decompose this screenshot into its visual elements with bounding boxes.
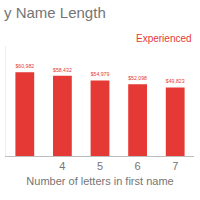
svg-text:Number of letters in first nam: Number of letters in first name	[26, 175, 173, 187]
svg-text:6: 6	[135, 160, 141, 172]
svg-text:y Name Length: y Name Length	[4, 4, 106, 21]
svg-text:$52,098: $52,098	[128, 75, 147, 81]
svg-text:$58,432: $58,432	[53, 67, 72, 73]
svg-text:$54,979: $54,979	[91, 71, 110, 77]
svg-text:4: 4	[59, 160, 65, 172]
svg-text:$49,823: $49,823	[166, 78, 185, 84]
svg-text:Experienced: Experienced	[136, 33, 192, 44]
svg-text:7: 7	[172, 160, 178, 172]
svg-text:$60,982: $60,982	[15, 63, 34, 69]
svg-text:5: 5	[97, 160, 103, 172]
